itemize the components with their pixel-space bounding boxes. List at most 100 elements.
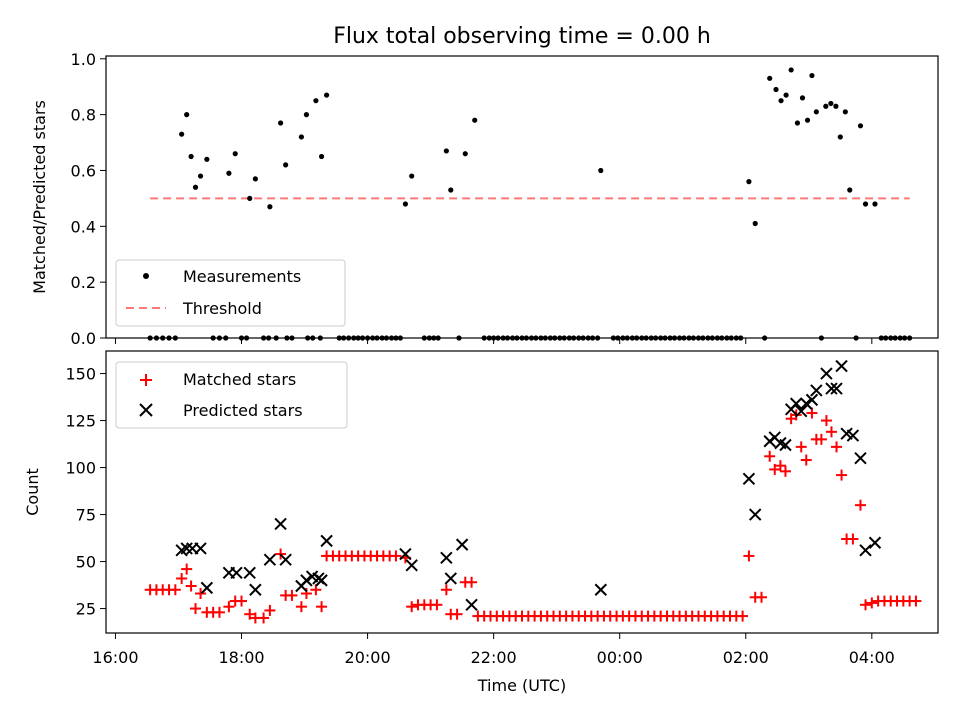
measurement-point [223,335,229,341]
marker-stroke [399,547,412,561]
matched-star-point [820,415,832,427]
measurement-point [653,335,659,341]
predicted-star-point [274,517,287,531]
measurement-point [738,335,744,341]
measurement-point [153,335,160,341]
legend-measurements-marker [143,273,149,279]
measurement-point [862,201,869,207]
legend-measurements-label: Measurements [183,267,301,286]
predicted-star-point [805,393,819,407]
predicted-star-point [859,544,872,557]
marker-stroke [805,393,819,407]
marker-stroke [846,429,860,442]
measurement-point [773,86,779,93]
measurement-point [804,117,811,123]
marker-stroke [279,553,292,566]
x-tick-label: 00:00 [597,648,643,667]
measurement-point [662,335,668,341]
measurement-point [172,335,178,341]
measurement-point [351,335,357,341]
measurement-point [705,335,711,341]
measurement-point [443,148,449,154]
measurement-point [310,335,316,341]
measurement-point [719,335,725,341]
matched-star-point [185,580,197,592]
measurement-point [615,335,621,341]
measurement-point [585,335,591,341]
marker-stroke [263,553,277,566]
matched-star-point [286,589,298,601]
measurement-point [629,335,635,341]
measurement-point [431,335,437,341]
matched-star-point [825,426,837,438]
measurement-point [901,335,908,341]
measurement-point [184,112,190,118]
predicted-star-point [868,536,882,549]
measurement-point [767,75,773,81]
matched-star-point [779,465,791,477]
predicted-star-point [243,566,256,580]
predicted-star-point [230,566,243,580]
predicted-star-point [749,508,762,521]
marker-stroke [274,517,287,531]
top-y-axis-label: Matched/Predicted stars [30,100,49,294]
measurement-point [481,335,487,341]
measurement-point [778,98,784,104]
measurement-point [809,72,815,79]
measurement-point [813,109,819,115]
measurement-point [388,335,395,341]
y-tick-label: 125 [65,412,96,431]
measurement-point [762,335,768,341]
measurement-point [837,134,843,140]
marker-stroke [230,566,243,580]
count-series [144,359,922,624]
matched-star-point [774,460,786,472]
matched-star-point [440,584,452,596]
y-tick-label: 0.2 [71,273,96,292]
measurement-point [571,335,577,341]
measurement-point [238,335,245,341]
measurement-point [243,335,250,341]
bottom-y-axis-label: Count [23,468,42,516]
marker-stroke [854,451,867,465]
marker-stroke [300,574,313,587]
measurement-point [892,335,898,341]
top-panel: 0.0 0.2 0.4 0.6 0.8 1.0 Matched/Predicted sta… [30,50,939,348]
measurement-point [397,335,403,341]
y-tick-label: 1.0 [71,50,96,69]
measurement-point [828,100,834,107]
matched-star-point [831,441,843,453]
measurement-point [598,167,604,174]
measurement-point [752,220,758,227]
measurement-point [426,335,432,341]
marker-stroke [825,382,838,395]
measurement-point [620,335,626,341]
y-tick-label: 150 [65,365,96,384]
measurement-point [252,176,258,182]
measurement-point [523,335,530,341]
measurement-point [364,335,371,341]
matched-star-point [866,597,878,609]
matched-star-point [213,606,225,618]
marker-stroke [444,572,457,585]
legend-predicted-label: Predicted stars [183,401,303,420]
measurement-point [671,335,678,341]
measurement-point [448,187,454,193]
measurement-point [709,335,715,341]
measurement-point [519,335,525,341]
x-tick-label: 16:00 [92,648,138,667]
predicted-star-point [300,574,313,587]
measurement-point [318,153,325,160]
measurement-point [700,335,706,341]
predicted-star-point [194,542,207,555]
measurement-point [746,179,752,185]
measurement-point [853,335,859,341]
y-tick-label: 100 [65,459,96,478]
bottom-legend-box [115,361,348,429]
measurement-point [733,335,739,341]
matched-star-point [310,584,322,596]
measurement-point [648,335,654,341]
y-tick-label: 0.6 [71,161,96,180]
y-tick-label: 50 [76,553,96,572]
measurement-point [313,98,319,104]
